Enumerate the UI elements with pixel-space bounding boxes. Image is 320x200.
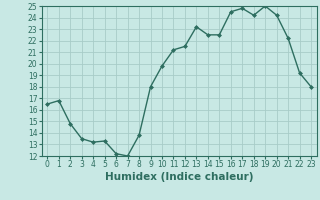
X-axis label: Humidex (Indice chaleur): Humidex (Indice chaleur) xyxy=(105,172,253,182)
